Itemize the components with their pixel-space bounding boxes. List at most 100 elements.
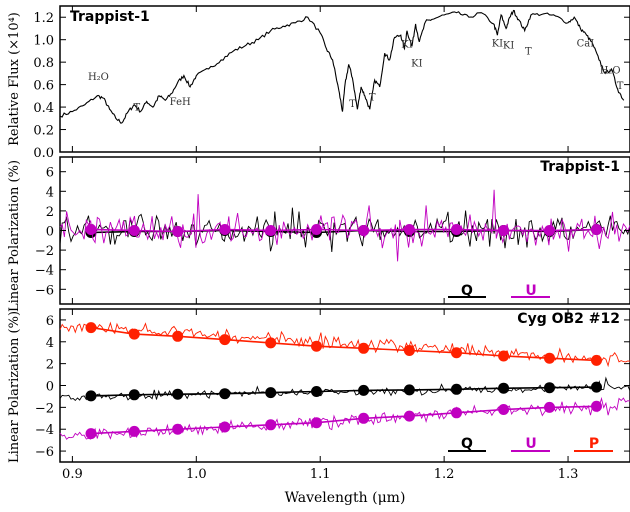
panel2-u-trace: [59, 396, 630, 440]
y-tick-label-p1-4: 2: [46, 205, 54, 220]
panel1-u-bin-point: [403, 224, 415, 235]
y-tick-label-p0-2: 0.4: [33, 101, 54, 116]
y-tick-label-p1-1: −4: [35, 264, 54, 279]
panel2-q-bin-point: [403, 384, 415, 396]
panel2-p-bin-point: [451, 347, 462, 359]
legend-trappist: Q U: [448, 283, 550, 299]
panel1-u-fit: [90, 228, 597, 233]
y-tick-label-p0-4: 0.8: [33, 56, 54, 71]
panel2-p-bin-point: [265, 337, 277, 349]
panel1-u-bin-point: [219, 224, 231, 235]
x-tick-label-4: 1.3: [558, 467, 579, 482]
panel-spectrum-frame: [59, 5, 630, 153]
panel2-q-bin-point: [498, 382, 510, 394]
spectrum-annotation-1: T: [133, 102, 140, 113]
x-tick-label-1: 1.0: [186, 467, 207, 482]
panel2-u-bin-point: [358, 412, 370, 424]
spectrum-annotation-11: H₂O: [600, 65, 621, 76]
legend-trappist-q-label: Q: [461, 283, 473, 299]
panel2-p-bin-point: [128, 328, 140, 340]
panel2-u-bin-point: [451, 407, 462, 419]
y-tick-label-p1-5: 4: [46, 185, 54, 200]
panel2-q-fit: [90, 386, 597, 397]
panel2-q-bin-point: [591, 381, 602, 393]
y-tick-label-p1-6: 6: [46, 166, 54, 181]
spectrum-annotation-7: KI: [492, 38, 503, 49]
y-tick-label-p2-4: 2: [46, 358, 54, 373]
panel2-p-bin-point: [544, 352, 555, 364]
spectrum-title: Trappist-1: [70, 9, 150, 25]
spectrum-annotation-6: KI: [411, 59, 422, 70]
panel2-q-bin-point: [85, 390, 97, 402]
spectrum-annotation-9: T: [525, 46, 532, 57]
panel1-u-bin-point: [311, 224, 322, 235]
y-tick-label-p0-3: 0.6: [33, 79, 54, 94]
panel2-u-bin-point: [265, 419, 277, 431]
panel2-q-trace: [59, 376, 630, 402]
panel2-p-bin-point: [498, 350, 510, 362]
panel2-q-bin-point: [265, 387, 277, 399]
panel1-u-bin-point: [128, 225, 140, 236]
panel2-u-bin-point: [498, 404, 510, 415]
panel2-p-bin-point: [358, 342, 370, 354]
y-tick-label-p1-2: −2: [35, 244, 54, 259]
panel2-q-bin-point: [451, 383, 462, 395]
y-tick-label-p0-5: 1.0: [33, 34, 54, 49]
legend-cyg-u-label: U: [525, 436, 536, 452]
y-tick-label-p1-3: 0: [46, 225, 54, 240]
spectrum-annotation-12: T: [617, 81, 624, 92]
y-tick-label-p2-6: 6: [46, 314, 54, 329]
panel2-q-bin-point: [128, 389, 140, 401]
legend-cyg-p-label: P: [589, 436, 599, 452]
panel2-p-bin-point: [403, 345, 415, 356]
y-tick-label-p0-6: 1.2: [33, 11, 54, 26]
panel1-u-bin-point: [498, 225, 510, 236]
y-tick-label-p2-5: 4: [46, 336, 54, 351]
spectrum-annotation-3: T: [349, 99, 356, 110]
y-tick-label-p2-2: −2: [35, 401, 54, 416]
panel1-u-bin-point: [451, 224, 462, 235]
panel2-u-fit: [90, 405, 597, 435]
legend-cyg: Q U P: [448, 436, 613, 452]
panel2-u-bin-point: [591, 400, 602, 412]
trappist-pol-ylabel: Linear Polarization (%): [7, 160, 22, 312]
panel2-u-bin-point: [172, 423, 184, 435]
panel2-p-fit: [90, 326, 597, 362]
panel1-u-bin-point: [85, 224, 97, 235]
trappist-pol-title: Trappist-1: [540, 159, 620, 175]
legend-trappist-u-label: U: [525, 283, 536, 299]
panel2-u-bin-point: [403, 410, 415, 422]
panel2-u-bin-point: [311, 417, 322, 429]
x-tick-label-0: 0.9: [62, 467, 83, 482]
panel2-u-bin-point: [544, 401, 555, 413]
y-tick-label-p2-3: 0: [46, 380, 54, 395]
spectrum-annotation-10: CaI: [577, 38, 595, 49]
panel1-u-bin-point: [358, 225, 370, 236]
panel1-u-bin-point: [544, 225, 555, 236]
y-tick-label-p2-0: −6: [35, 445, 54, 460]
panel2-u-bin-point: [219, 421, 231, 433]
x-axis-label: Wavelength (μm): [285, 490, 406, 506]
spectrum-ylabel: Relative Flux (×10⁴): [7, 12, 22, 146]
cyg-pol-ylabel: Linear Polarization (%): [7, 311, 22, 463]
spectrum-annotation-4: T: [369, 92, 376, 103]
panel2-q-bin-point: [544, 382, 555, 394]
y-tick-label-p2-1: −4: [35, 423, 54, 438]
panel2-q-bin-point: [311, 386, 322, 397]
panel2-p-bin-point: [85, 322, 97, 334]
y-tick-label-p0-0: 0.0: [33, 146, 54, 161]
spectrum-annotation-0: H₂O: [88, 72, 109, 83]
cyg-pol-title: Cyg OB2 #12: [517, 311, 620, 327]
panel2-q-bin-point: [358, 384, 370, 396]
panel2-u-bin-point: [128, 425, 140, 437]
panel1-u-bin-point: [172, 226, 184, 237]
panel1-u-bin-point: [265, 225, 277, 236]
panel2-q-bin-point: [172, 388, 184, 400]
panel2-q-bin-point: [219, 388, 231, 400]
spectrum-line: [59, 9, 625, 124]
y-tick-label-p0-1: 0.2: [33, 124, 54, 139]
panel1-u-bin-point: [591, 224, 602, 235]
x-tick-label-3: 1.2: [434, 467, 455, 482]
panel2-p-bin-point: [311, 340, 322, 352]
